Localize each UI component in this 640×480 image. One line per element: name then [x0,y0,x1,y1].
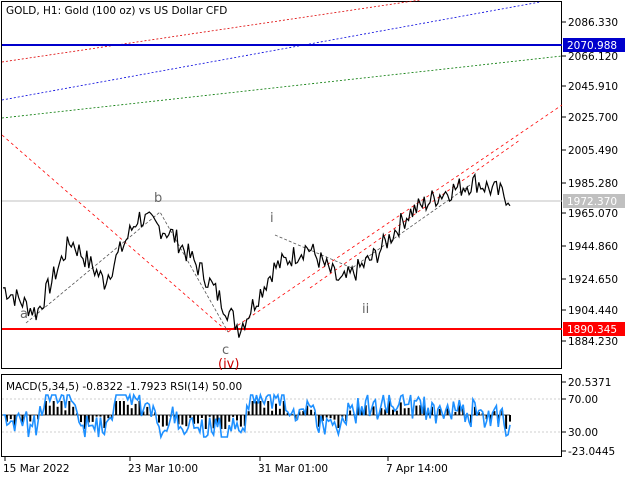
indicator-axis: 20.5371 70.00 30.00 -23.0445 [562,377,615,458]
price-axis-tick-label: 2066.120 [568,51,618,63]
time-axis-label: 23 Mar 10:00 [128,463,198,475]
price-axis-tick-label: 2086.330 [568,17,618,29]
wave-label-iv: (iv) [218,357,239,372]
price-axis-tick-label: 2025.700 [568,112,618,124]
price-axis-tick-label: 2045.910 [568,81,618,93]
price-axis-tick-label: 1985.280 [568,178,618,190]
price-axis: 2086.330 2066.120 2045.910 2025.700 2005.490… [562,17,618,348]
wave-label-a: a [20,307,28,322]
abc-wave-path [25,211,229,333]
time-axis: 15 Mar 2022 23 Mar 10:00 31 Mar 01:00 7 Apr… [3,457,448,475]
support-price-tag [563,322,625,336]
indicator-axis-tick-label: 30.00 [568,427,598,439]
price-axis-tick-label: 1904.440 [568,305,618,317]
price-axis-tick-label: 1884.230 [568,336,618,348]
indicator-axis-tick-label: 20.5371 [568,377,611,389]
wave-label-b: b [154,191,162,206]
wave-channel-upper-line [309,139,521,289]
wave-iv-trend-line-left [1,134,229,333]
time-axis-label: 7 Apr 14:00 [386,463,448,475]
indicator-label: MACD(5,34,5) -0.8322 -1.7923 RSI(14) 50.… [6,381,242,393]
wave-iv-trend-line-right [227,104,563,333]
red-dotted-channel-line [1,0,421,63]
time-axis-label: 15 Mar 2022 [3,463,70,475]
green-dotted-channel-line [1,55,563,119]
rsi-line [2,392,511,440]
wave-label-c: c [222,343,229,358]
price-axis-tick-label: 1965.070 [568,208,618,220]
wave-label-i: i [270,211,274,226]
support-price-tag-label: 1890.345 [567,324,617,336]
resistance-price-tag-label: 2070.988 [567,40,617,52]
main-chart-frame [1,1,562,369]
price-axis-tick-label: 2005.490 [568,145,618,157]
indicator-axis-tick-label: 70.00 [568,394,598,406]
time-axis-label: 31 Mar 01:00 [258,463,328,475]
indicator-frame [1,374,562,457]
blue-dotted-channel-line [1,1,541,101]
price-axis-tick-label: 1924.650 [568,274,618,286]
indicator-axis-tick-label: -23.0445 [568,446,615,458]
wave-label-ii: ii [362,302,369,317]
chart-title: GOLD, H1: Gold (100 oz) vs US Dollar CFD [6,5,227,17]
current-price-tag-label: 1972.370 [567,196,617,208]
price-candles [2,172,511,338]
i-ii-wave-path [274,184,471,269]
resistance-price-tag [563,38,625,52]
price-axis-tick-label: 1944.860 [568,241,618,253]
current-price-tag [563,194,625,208]
